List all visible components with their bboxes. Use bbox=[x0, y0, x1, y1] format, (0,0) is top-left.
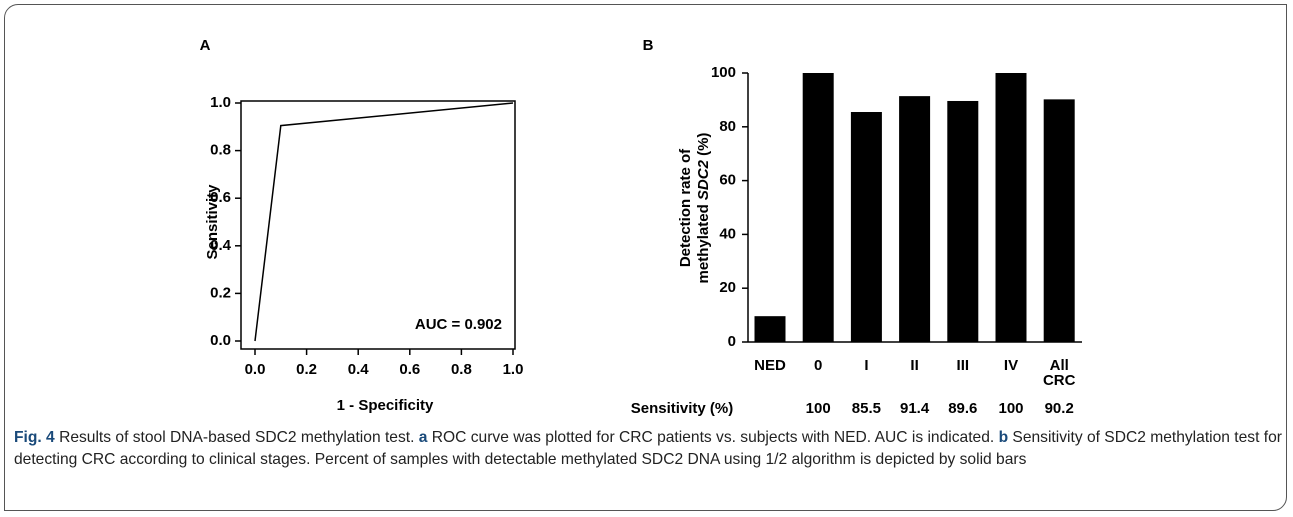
y-tick-label: 100 bbox=[711, 64, 736, 81]
panel-label: B bbox=[643, 37, 654, 54]
x-tick-label: 1.0 bbox=[503, 361, 524, 378]
x-tick-label: NED bbox=[754, 357, 786, 374]
x-tick-label: IV bbox=[1004, 357, 1018, 374]
y-tick-label: 20 bbox=[719, 279, 736, 296]
sensitivity-value: 100 bbox=[806, 400, 831, 417]
x-tick-label: III bbox=[957, 357, 970, 374]
x-tick-label: All CRC bbox=[1043, 357, 1076, 389]
bar bbox=[1043, 99, 1075, 342]
y-axis-label-line1: Detection rate of bbox=[677, 148, 694, 267]
bar bbox=[850, 112, 882, 342]
y-axis-label-part: SDC2 bbox=[695, 159, 712, 200]
sensitivity-label: Sensitivity (%) bbox=[631, 400, 734, 417]
x-tick-label: II bbox=[910, 357, 918, 374]
caption-part: ROC curve was plotted for CRC patients v… bbox=[427, 429, 999, 446]
plot-frame bbox=[240, 100, 516, 350]
x-tick-label: I bbox=[864, 357, 868, 374]
y-tick-label: 80 bbox=[719, 118, 736, 135]
annotation: AUC = 0.902 bbox=[415, 316, 502, 333]
panel-label: A bbox=[200, 37, 211, 54]
caption-part: Fig. 4 bbox=[14, 429, 55, 446]
bar bbox=[802, 73, 834, 342]
x-axis-label: 1 - Specificity bbox=[337, 397, 434, 414]
caption-part: Sensitivity of SDC2 methylation test for… bbox=[14, 429, 1287, 468]
x-tick-label: 0.2 bbox=[296, 361, 317, 378]
sensitivity-value: 100 bbox=[998, 400, 1023, 417]
y-tick-label: 40 bbox=[719, 225, 736, 242]
y-tick-label: 0.0 bbox=[210, 332, 231, 349]
bar bbox=[754, 316, 786, 342]
x-tick-label: 0.0 bbox=[245, 361, 266, 378]
sensitivity-value: 85.5 bbox=[852, 400, 881, 417]
x-tick-label: 0.8 bbox=[451, 361, 472, 378]
figure: A 0.0 0.2 0.4 0.6 0.8 1.0 0.0 0.2 0.4 0.6 0.8 1.0 AUC… bbox=[200, 37, 1082, 417]
bar bbox=[995, 73, 1027, 342]
caption-part: a bbox=[418, 429, 428, 446]
roc-curve bbox=[254, 102, 514, 342]
y-axis-label-part: methylated bbox=[695, 200, 712, 283]
x-tick-label: 0 bbox=[814, 357, 822, 374]
y-axis-label-part: (%) bbox=[695, 133, 712, 161]
y-tick-label: 1.0 bbox=[210, 94, 231, 111]
caption: Fig. 4 Results of stool DNA-based SDC2 m… bbox=[14, 427, 1282, 471]
bar bbox=[947, 100, 979, 342]
x-tick-label: 0.4 bbox=[348, 361, 370, 378]
y-tick-label: 0.6 bbox=[210, 189, 231, 206]
y-tick-label: 0.4 bbox=[210, 237, 232, 254]
y-axis-label: Sensitivity bbox=[204, 184, 221, 260]
figure-frame bbox=[4, 4, 1287, 511]
bar bbox=[899, 96, 931, 342]
sensitivity-value: 89.6 bbox=[948, 400, 977, 417]
y-tick-label: 0.2 bbox=[210, 284, 231, 301]
y-tick-label: 0.8 bbox=[210, 142, 231, 159]
caption-part: b bbox=[998, 429, 1009, 446]
sensitivity-value: 90.2 bbox=[1045, 400, 1074, 417]
caption-part: Results of stool DNA-based SDC2 methylat… bbox=[54, 429, 419, 446]
y-tick-label: 0 bbox=[728, 333, 736, 350]
y-axis-label-line2: methylated SDC2 (%) bbox=[695, 133, 712, 284]
y-tick-label: 60 bbox=[719, 172, 736, 189]
sensitivity-value: 91.4 bbox=[900, 400, 930, 417]
x-tick-label: 0.6 bbox=[399, 361, 420, 378]
